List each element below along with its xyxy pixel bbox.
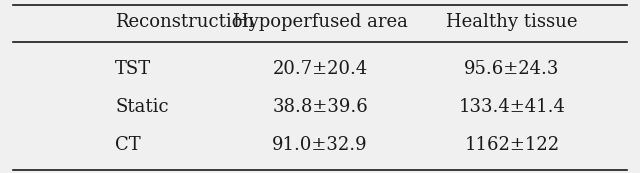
Text: 1162±122: 1162±122 — [465, 136, 559, 154]
Text: Healthy tissue: Healthy tissue — [446, 13, 578, 31]
Text: 91.0±32.9: 91.0±32.9 — [272, 136, 368, 154]
Text: 133.4±41.4: 133.4±41.4 — [459, 98, 565, 116]
Text: Hypoperfused area: Hypoperfused area — [232, 13, 408, 31]
Text: 20.7±20.4: 20.7±20.4 — [273, 60, 367, 78]
Text: CT: CT — [115, 136, 141, 154]
Text: TST: TST — [115, 60, 151, 78]
Text: 95.6±24.3: 95.6±24.3 — [464, 60, 560, 78]
Text: 38.8±39.6: 38.8±39.6 — [272, 98, 368, 116]
Text: Reconstruction: Reconstruction — [115, 13, 255, 31]
Text: Static: Static — [115, 98, 169, 116]
